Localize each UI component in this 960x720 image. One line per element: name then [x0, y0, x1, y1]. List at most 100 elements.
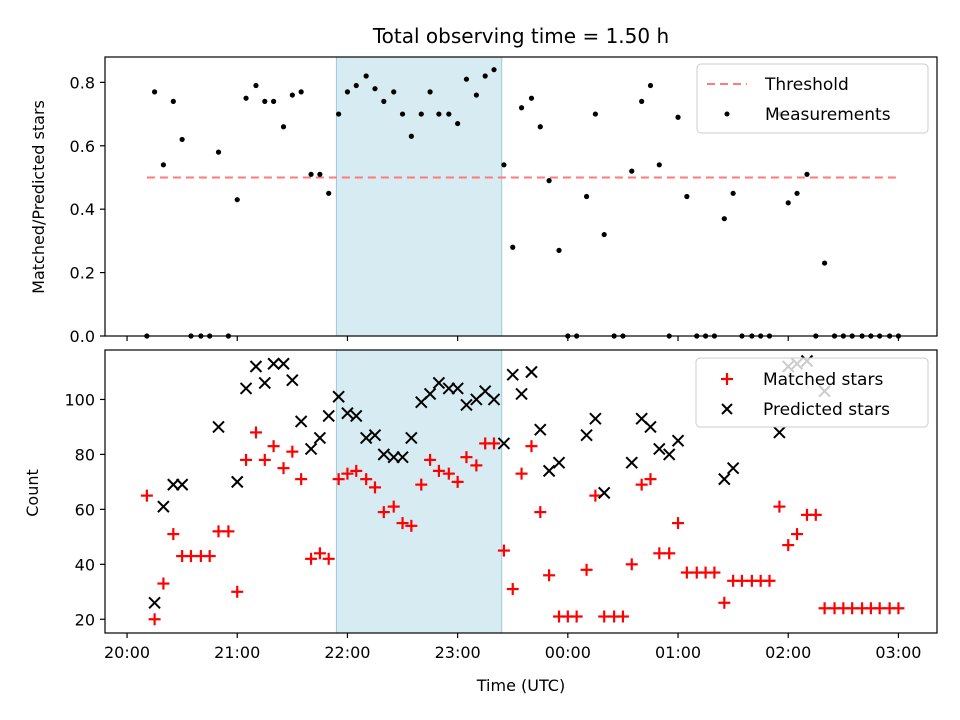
measurement-point	[179, 136, 185, 143]
matched-star-point	[295, 473, 308, 486]
matched-star-point	[341, 467, 354, 480]
matched-star-point	[460, 451, 473, 464]
top-y-tick-label: 0.4	[70, 200, 95, 219]
bottom-x-tick-label: 02:00	[765, 643, 811, 662]
predicted-star-point	[460, 398, 473, 412]
top-y-tick-label: 0.0	[70, 327, 95, 346]
bottom-x-tick-label: 00:00	[545, 643, 591, 662]
measurement-point	[647, 82, 654, 89]
legend-measurements-label: Measurements	[765, 105, 891, 125]
measurement-point	[785, 200, 791, 206]
matched-star-point	[322, 552, 335, 565]
top-y-tick-label: 0.6	[70, 137, 95, 156]
top-x-ticks	[126, 336, 900, 341]
predicted-star-point	[671, 434, 685, 447]
predicted-star-point	[267, 357, 280, 370]
predicted-star-point	[506, 368, 519, 381]
matched-star-point	[240, 453, 253, 466]
measurement-point	[463, 76, 470, 82]
predicted-star-point	[377, 448, 391, 461]
top-y-tick-label: 0.8	[70, 73, 95, 92]
matched-star-point	[525, 440, 538, 453]
legend-predicted-label: Predicted stars	[763, 400, 890, 420]
matched-star-point	[442, 467, 455, 480]
measurement-point	[583, 193, 590, 200]
predicted-star-point	[525, 365, 538, 379]
predicted-stars-points	[148, 354, 831, 609]
legend-measurements-swatch	[724, 111, 730, 117]
predicted-star-point	[542, 464, 556, 478]
legend-matched-label: Matched stars	[763, 370, 883, 390]
matched-star-point	[203, 550, 216, 563]
measurement-point	[253, 82, 259, 89]
bottom-axes-frame	[104, 349, 938, 634]
bottom-y-tick-label: 100	[64, 390, 95, 409]
predicted-star-point	[625, 456, 638, 469]
measurement-point	[353, 82, 359, 89]
matched-star-point	[488, 437, 501, 450]
matched-star-point	[305, 552, 318, 565]
measurement-point	[280, 124, 287, 130]
measurement-point	[510, 244, 516, 250]
matched-star-point	[497, 544, 510, 557]
matched-star-point	[377, 506, 390, 519]
measurement-point	[289, 92, 295, 98]
matched-star-point	[782, 539, 795, 552]
bottom-x-ticks: 20:00 21:00 22:00 23:00 00:00 01:00 02:00 03:00	[104, 633, 921, 662]
predicted-star-point	[718, 472, 731, 486]
measurement-point	[501, 162, 507, 168]
measurement-point	[391, 89, 397, 95]
matched-star-point	[157, 577, 170, 590]
bottom-y-ticks: 20 40 60 80 100	[64, 390, 105, 629]
top-y-ticks: 0.0 0.2 0.4 0.6 0.8	[70, 73, 105, 346]
matched-star-point	[663, 547, 676, 560]
measurement-point	[308, 171, 314, 177]
measurement-point	[675, 114, 681, 120]
matched-star-point	[506, 583, 519, 596]
matched-star-point	[580, 563, 593, 576]
measurement-point	[326, 190, 332, 196]
top-axes-frame	[104, 56, 938, 337]
measurement-point	[234, 197, 240, 203]
matched-star-point	[763, 574, 776, 587]
matched-star-point	[589, 489, 602, 502]
matched-star-point	[140, 489, 153, 502]
bottom-y-tick-label: 60	[75, 500, 95, 519]
matched-star-point	[672, 517, 685, 530]
matched-star-point	[387, 500, 400, 513]
measurement-point	[446, 111, 452, 117]
matched-star-point	[470, 459, 483, 472]
top-legend-box	[696, 63, 929, 134]
matched-star-point	[313, 547, 326, 560]
predicted-star-point	[350, 409, 363, 423]
matched-star-point	[405, 519, 418, 532]
measurement-point	[601, 231, 607, 238]
predicted-star-point	[175, 478, 189, 491]
predicted-star-point	[313, 431, 327, 445]
predicted-star-point	[726, 461, 740, 475]
matched-star-point	[635, 478, 648, 491]
measurement-point	[408, 133, 414, 139]
predicted-star-point	[322, 409, 335, 423]
measurement-point	[730, 190, 736, 196]
predicted-star-point	[597, 486, 611, 500]
predicted-star-point	[423, 387, 437, 401]
measurement-point	[344, 89, 351, 95]
measurement-point	[794, 190, 800, 196]
top-y-axis-label: Matched/Predicted stars	[29, 100, 48, 294]
legend-matched-swatch	[721, 373, 733, 385]
predicted-star-point	[432, 376, 446, 390]
bottom-y-tick-label: 40	[75, 555, 95, 574]
predicted-star-point	[396, 450, 409, 464]
predicted-star-point	[589, 412, 602, 425]
predicted-star-point	[515, 387, 528, 401]
measurement-point	[215, 149, 222, 155]
bottom-highlight-span	[335, 349, 503, 634]
measurement-point	[418, 111, 424, 117]
matched-star-point	[625, 558, 638, 571]
measurement-point	[151, 89, 158, 95]
measurement-point	[455, 120, 461, 127]
predicted-star-point	[258, 376, 271, 390]
bottom-panel: 20 40 60 80 100 20:00 21:00 22:00 23:00 00:00 01:…	[23, 349, 938, 695]
